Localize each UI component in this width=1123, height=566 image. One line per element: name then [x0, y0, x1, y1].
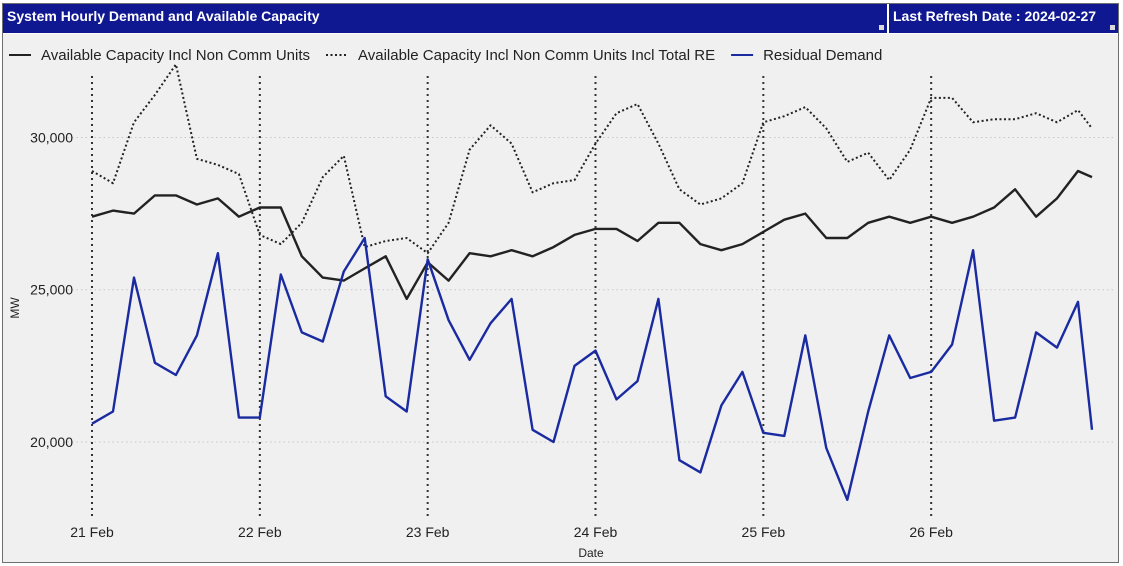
- title-corner-handle[interactable]: [879, 25, 884, 30]
- legend-label: Available Capacity Incl Non Comm Units: [41, 47, 310, 64]
- x-tick-label: 25 Feb: [742, 524, 786, 540]
- y-tick-label: 25,000: [30, 282, 73, 298]
- series-line-2: [91, 63, 1093, 255]
- x-tick-label: 23 Feb: [406, 524, 450, 540]
- legend: Available Capacity Incl Non Comm Units Av…: [9, 47, 882, 64]
- grid-lines: [63, 76, 1113, 516]
- series-line-1: [91, 169, 1093, 301]
- chart-panel: System Hourly Demand and Available Capac…: [2, 3, 1119, 563]
- y-tick-label: 20,000: [30, 434, 73, 450]
- axes: 20,000 25,000 30,000 21 Feb 22 Feb 23 Feb 24 F…: [8, 130, 953, 560]
- series-line-3: [91, 236, 1094, 501]
- line-chart: Available Capacity Incl Non Comm Units Av…: [8, 47, 1113, 560]
- series-lines: [91, 63, 1094, 501]
- refresh-date-bar: Last Refresh Date : 2024-02-27: [889, 4, 1118, 33]
- y-tick-label: 30,000: [30, 130, 73, 146]
- refresh-date-label: Last Refresh Date : 2024-02-27: [893, 8, 1097, 24]
- chart-title: System Hourly Demand and Available Capac…: [7, 8, 320, 24]
- x-tick-label: 26 Feb: [909, 524, 953, 540]
- x-axis-label: Date: [578, 546, 604, 560]
- legend-label: Residual Demand: [763, 47, 882, 64]
- x-tick-label: 21 Feb: [70, 524, 114, 540]
- refresh-corner-handle[interactable]: [1110, 25, 1115, 30]
- y-axis-label: MW: [8, 297, 22, 319]
- x-tick-label: 24 Feb: [574, 524, 618, 540]
- legend-label: Available Capacity Incl Non Comm Units I…: [358, 47, 715, 64]
- x-tick-label: 22 Feb: [238, 524, 282, 540]
- chart-title-bar: System Hourly Demand and Available Capac…: [3, 4, 887, 33]
